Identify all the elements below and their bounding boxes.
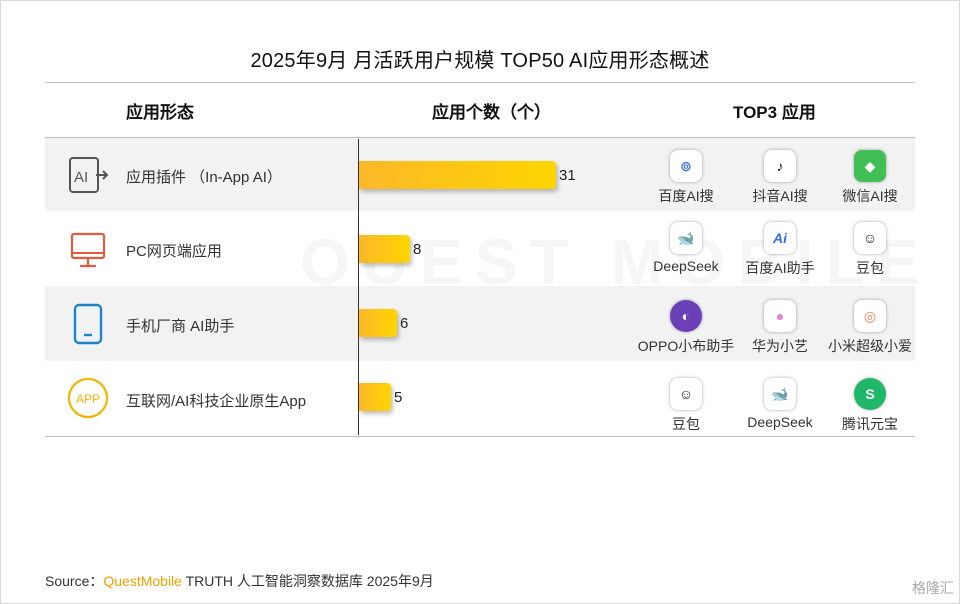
corner-logo: 格隆汇 [912, 580, 954, 596]
bar-4 [359, 383, 391, 411]
deepseek-whale-icon: 🐋 [764, 378, 796, 410]
xiaomi-xiaoai-icon: ◎ [854, 300, 886, 332]
app-deepseek-pc[interactable]: 🐋 DeepSeek [636, 222, 736, 274]
douyin-icon: ♪ [764, 150, 796, 182]
huawei-xiaoyi-icon: ● [764, 300, 796, 332]
app-douyin-ai-search[interactable]: ♪ 抖音AI搜 [730, 150, 830, 206]
source-rest: TRUTH 人工智能洞察数据库 2025年9月 [181, 573, 434, 589]
app-deepseek-native[interactable]: 🐋 DeepSeek [730, 378, 830, 430]
app-doubao-pc[interactable]: ☺ 豆包 [820, 222, 920, 278]
header-count: 应用个数（个） [432, 103, 551, 122]
row-label-2: PC网页端应用 [126, 243, 222, 260]
mobile-phone-icon [73, 303, 103, 345]
header-form: 应用形态 [126, 103, 194, 122]
desktop-monitor-icon [70, 232, 106, 268]
app-baidu-ai-search[interactable]: ⊚ 百度AI搜 [636, 150, 736, 206]
app-oppo-xiaobu[interactable]: ◐ OPPO小布助手 [636, 300, 736, 356]
bar-3 [359, 309, 397, 337]
bar-value-4: 5 [394, 389, 403, 406]
baidu-ai-assistant-icon: Ai [764, 222, 796, 254]
app-badge-icon: APP [67, 377, 109, 419]
bar-value-3: 6 [400, 315, 409, 332]
app-doubao-native[interactable]: ☺ 豆包 [636, 378, 736, 434]
row-label-3: 手机厂商 AI助手 [126, 318, 235, 335]
doubao-avatar-icon: ☺ [854, 222, 886, 254]
app-xiaomi-xiaoai[interactable]: ◎ 小米超级小爱 [820, 300, 920, 356]
oppo-xiaobu-icon: ◐ [670, 300, 702, 332]
bar-axis [358, 139, 359, 435]
source-prefix: Source： [45, 573, 104, 589]
tencent-yuanbao-icon: S [854, 378, 886, 410]
bar-value-1: 31 [559, 167, 576, 184]
header-top3: TOP3 应用 [733, 103, 816, 122]
bottom-rule [45, 436, 915, 437]
baidu-search-icon: ⊚ [670, 150, 702, 182]
source-note: Source：QuestMobile TRUTH 人工智能洞察数据库 2025年… [45, 571, 434, 591]
bar-2 [359, 235, 410, 263]
row-label-4: 互联网/AI科技企业原生App [126, 393, 307, 410]
top-rule [45, 82, 915, 83]
app-baidu-ai-assistant[interactable]: Ai 百度AI助手 [730, 222, 830, 278]
chart-title: 2025年9月 月活跃用户规模 TOP50 AI应用形态概述 [250, 50, 710, 72]
app-wechat-ai-search[interactable]: ◆ 微信AI搜 [820, 150, 920, 206]
wechat-search-icon: ◆ [854, 150, 886, 182]
header-rule [45, 137, 915, 138]
deepseek-whale-icon: 🐋 [670, 222, 702, 254]
ai-plugin-icon-text: AI [74, 169, 88, 186]
bar-value-2: 8 [413, 241, 422, 258]
source-brand: QuestMobile [103, 573, 182, 589]
doubao-avatar-icon: ☺ [670, 378, 702, 410]
app-tencent-yuanbao[interactable]: S 腾讯元宝 [820, 378, 920, 434]
bar-1 [359, 161, 556, 189]
app-badge-icon-text: APP [76, 392, 100, 406]
row-label-1: 应用插件 （In-App AI） [126, 169, 282, 186]
ai-plugin-icon: AI [69, 157, 109, 193]
app-huawei-xiaoyi[interactable]: ● 华为小艺 [730, 300, 830, 356]
